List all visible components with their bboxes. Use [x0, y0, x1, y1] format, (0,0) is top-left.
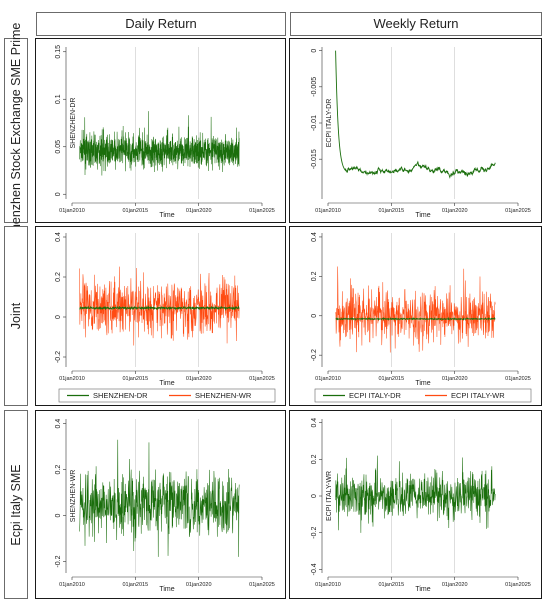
- y-tick-label: 0: [311, 494, 318, 498]
- y-tick-label: -0.015: [311, 149, 318, 169]
- x-tick-label: 01jan2015: [378, 582, 404, 588]
- y-tick-label: 0.2: [311, 454, 318, 464]
- chart-joint-ecpi: -0.2 0 0.2 0.4 01jan2010 01jan2015 01jan2020 01…: [311, 232, 532, 403]
- x-tick-label: 01jan2020: [442, 376, 468, 382]
- legend-item: SHENZHEN-WR: [195, 391, 252, 400]
- row-label-joint: Joint: [4, 226, 28, 406]
- x-tick-label: 01jan2025: [249, 208, 275, 214]
- y-tick-label: -0.2: [311, 527, 318, 539]
- chart-ecpi-wr: -0.4 -0.2 0 0.2 0.4 01jan2010 01jan2015 01jan20…: [311, 418, 531, 593]
- x-tick-label: 01jan2020: [186, 376, 212, 382]
- y-axis-title: ECPI ITALY-DR: [326, 99, 333, 148]
- y-axis-title: SHENZHEN-DR: [70, 98, 77, 149]
- chart-ecpi-dr: 0 -0.005 -0.01 -0.015 01jan2010 01jan2015 01ja…: [311, 47, 531, 219]
- x-tick-label: 01jan2015: [122, 582, 148, 588]
- series-line-ecpi-dr: [335, 50, 496, 179]
- header-weekly-return: Weekly Return: [290, 12, 542, 36]
- panel-joint-ecpi: -0.2 0 0.2 0.4 01jan2010 01jan2015 01jan2020 01…: [289, 226, 542, 406]
- y-tick-label: -0.005: [311, 77, 318, 97]
- y-tick-label: 0.4: [311, 232, 318, 242]
- panel-shenzhen-wr: -0.2 0 0.2 0.4 01jan2010 01jan2015 01jan2020 01…: [35, 410, 286, 599]
- y-tick-label: 0.2: [55, 272, 62, 282]
- legend-item: ECPI ITALY-DR: [349, 391, 402, 400]
- x-tick-label: 01jan2025: [505, 376, 531, 382]
- x-tick-label: 01jan2020: [186, 208, 212, 214]
- y-axis-title: SHENZHEN-WR: [70, 470, 77, 523]
- x-axis-title: Time: [159, 212, 174, 219]
- panel-shenzhen-dr: 0 0.05 0.1 0.15 01jan2010 01jan2015 01jan2020 0…: [35, 38, 286, 223]
- panel-ecpi-wr: -0.4 -0.2 0 0.2 0.4 01jan2010 01jan2015 01jan20…: [289, 410, 542, 599]
- series-line-shenzhen-wr: [79, 266, 240, 346]
- series-line-shenzhen-dr: [79, 111, 240, 176]
- y-tick-label: 0: [55, 513, 62, 517]
- x-tick-label: 01jan2020: [442, 208, 468, 214]
- x-axis-title: Time: [159, 380, 174, 387]
- series-line-ecpi-dr: [335, 316, 496, 322]
- x-tick-label: 01jan2020: [442, 582, 468, 588]
- header-daily-return: Daily Return: [36, 12, 286, 36]
- y-tick-label: 0: [55, 192, 62, 196]
- x-tick-label: 01jan2010: [315, 376, 341, 382]
- y-tick-label: 0.4: [55, 232, 62, 242]
- chart-joint-shenzhen: -0.2 0 0.2 0.4 01jan2010 01jan2015 01jan2020 01…: [55, 232, 276, 403]
- y-tick-label: 0.2: [311, 271, 318, 281]
- x-tick-label: 01jan2025: [249, 376, 275, 382]
- y-tick-label: -0.2: [55, 555, 62, 567]
- y-tick-label: 0.05: [55, 140, 62, 154]
- y-tick-label: -0.01: [311, 115, 318, 131]
- x-tick-label: 01jan2015: [122, 376, 148, 382]
- x-tick-label: 01jan2025: [505, 582, 531, 588]
- y-tick-label: 0: [311, 49, 318, 53]
- series-line-ecpi-wr: [335, 266, 496, 353]
- panel-joint-shenzhen: -0.2 0 0.2 0.4 01jan2010 01jan2015 01jan2020 01…: [35, 226, 286, 406]
- legend-box: [58, 388, 276, 403]
- y-tick-label: 0.15: [55, 45, 62, 59]
- legend-item: ECPI ITALY-WR: [451, 391, 505, 400]
- x-tick-label: 01jan2015: [378, 376, 404, 382]
- series-line-shenzhen-dr: [79, 305, 240, 311]
- x-tick-label: 01jan2010: [315, 582, 341, 588]
- y-axis-title: ECPI ITALY-WR: [326, 471, 333, 521]
- y-tick-label: -0.2: [55, 351, 62, 363]
- x-axis-title: Time: [415, 380, 430, 387]
- y-tick-label: 0.4: [55, 419, 62, 429]
- legend-box: [314, 388, 532, 403]
- x-tick-label: 01jan2010: [59, 208, 85, 214]
- y-tick-label: 0.4: [311, 418, 318, 428]
- chart-shenzhen-dr: 0 0.05 0.1 0.15 01jan2010 01jan2015 01jan2020 0…: [55, 45, 275, 219]
- y-tick-label: -0.2: [311, 349, 318, 361]
- series-line-shenzhen-wr: [79, 439, 240, 557]
- x-tick-label: 01jan2010: [59, 582, 85, 588]
- x-tick-label: 01jan2020: [186, 582, 212, 588]
- y-tick-label: -0.4: [311, 563, 318, 575]
- x-axis-title: Time: [159, 586, 174, 593]
- y-tick-label: 0.1: [55, 94, 62, 104]
- row-label-text: Joint: [9, 302, 23, 330]
- x-tick-label: 01jan2025: [505, 208, 531, 214]
- row-label-shenzhen: Shenzhen Stock Exchange SME Prime: [4, 22, 28, 239]
- row-label-text: Ecpi Italy SME: [9, 463, 23, 546]
- x-tick-label: 01jan2015: [378, 208, 404, 214]
- x-tick-label: 01jan2010: [59, 376, 85, 382]
- series-line-ecpi-wr: [335, 455, 496, 533]
- x-tick-label: 01jan2015: [122, 208, 148, 214]
- x-tick-label: 01jan2025: [249, 582, 275, 588]
- x-axis-title: Time: [415, 212, 430, 219]
- chart-shenzhen-wr: -0.2 0 0.2 0.4 01jan2010 01jan2015 01jan2020 01…: [55, 419, 275, 593]
- y-tick-label: 0: [311, 314, 318, 318]
- row-label-ecpi: Ecpi Italy SME: [4, 410, 28, 599]
- x-tick-label: 01jan2010: [315, 208, 341, 214]
- y-tick-label: 0: [55, 315, 62, 319]
- row-label-text: Shenzhen Stock Exchange SME Prime: [9, 22, 23, 239]
- legend-item: SHENZHEN-DR: [93, 391, 148, 400]
- y-tick-label: 0.2: [55, 465, 62, 475]
- x-axis-title: Time: [415, 586, 430, 593]
- panel-ecpi-dr: 0 -0.005 -0.01 -0.015 01jan2010 01jan2015 01ja…: [289, 38, 542, 223]
